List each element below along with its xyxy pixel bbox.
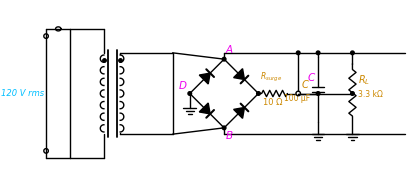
Text: 120 V rms: 120 V rms: [1, 89, 44, 98]
Text: D: D: [179, 81, 187, 91]
Circle shape: [316, 92, 320, 95]
Circle shape: [222, 126, 226, 130]
Polygon shape: [199, 103, 210, 114]
Polygon shape: [234, 108, 245, 118]
Text: B: B: [226, 131, 233, 141]
Text: 100 μF: 100 μF: [284, 94, 310, 102]
Circle shape: [351, 51, 354, 55]
Circle shape: [222, 57, 226, 61]
Polygon shape: [234, 69, 245, 79]
Text: 10 Ω: 10 Ω: [263, 98, 283, 107]
Circle shape: [316, 51, 320, 55]
Text: $R_{surge}$: $R_{surge}$: [260, 71, 282, 85]
Circle shape: [351, 92, 354, 95]
Text: A: A: [226, 45, 233, 55]
Polygon shape: [199, 73, 210, 84]
Circle shape: [257, 92, 260, 95]
Circle shape: [296, 51, 300, 55]
Text: 3.3 kΩ: 3.3 kΩ: [358, 90, 383, 99]
Text: C: C: [307, 73, 314, 83]
Text: $R_L$: $R_L$: [358, 73, 370, 87]
Text: $C$: $C$: [301, 79, 310, 91]
Circle shape: [188, 92, 191, 95]
